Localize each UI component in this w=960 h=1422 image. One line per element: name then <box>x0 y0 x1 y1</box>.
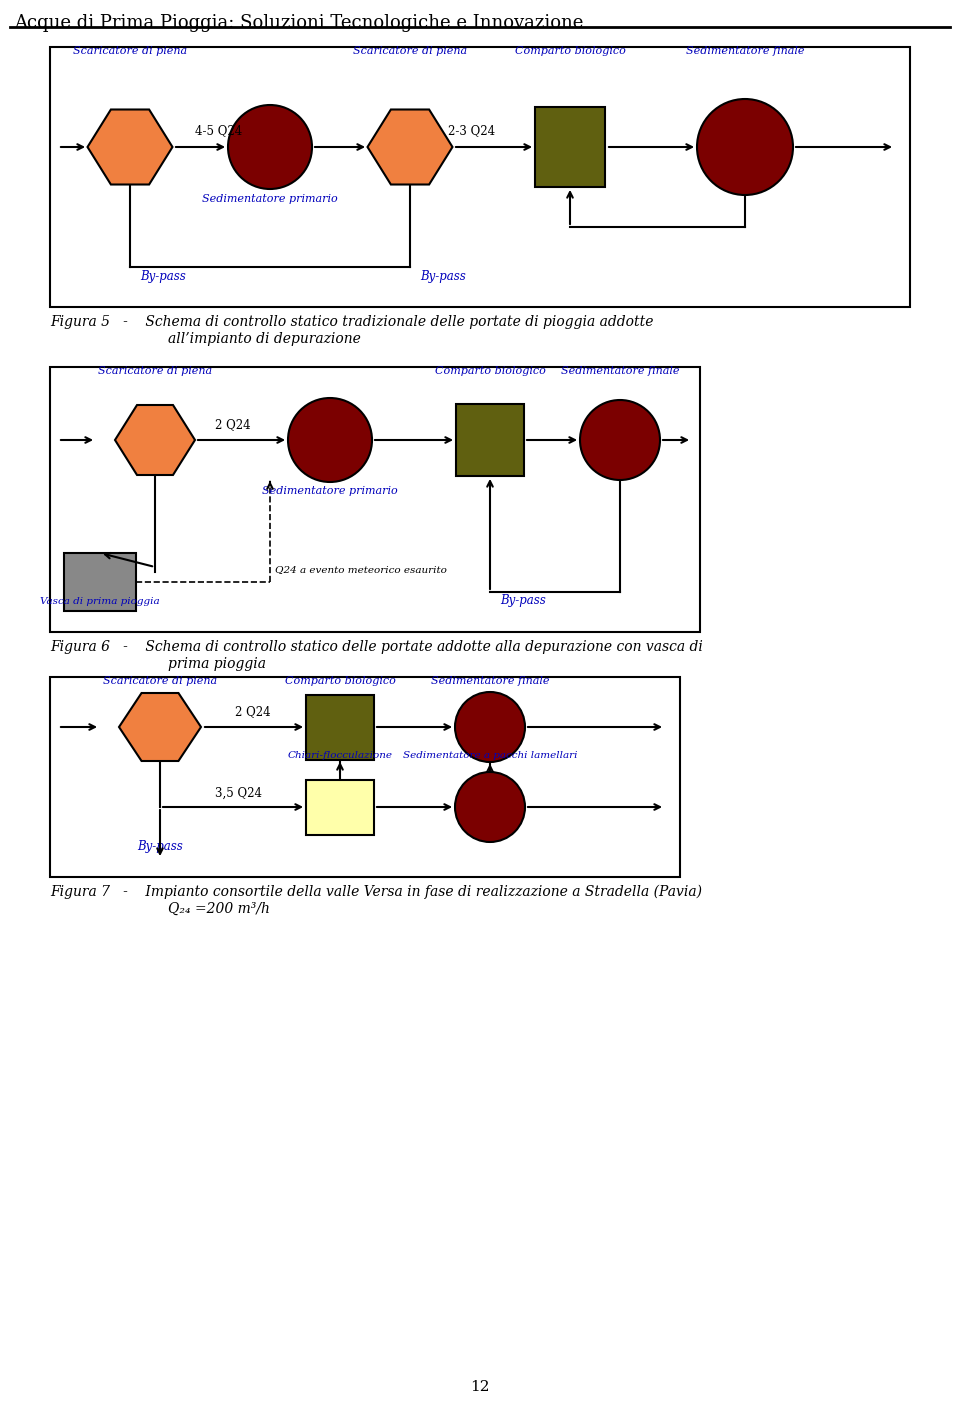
Bar <box>50 367 700 631</box>
Text: all’impianto di depurazione: all’impianto di depurazione <box>168 331 361 346</box>
Circle shape <box>697 100 793 195</box>
Text: Sedimentatore primario: Sedimentatore primario <box>262 486 397 496</box>
Circle shape <box>288 398 372 482</box>
Polygon shape <box>119 693 201 761</box>
Text: Sedimentatore a pacchi lamellari: Sedimentatore a pacchi lamellari <box>403 751 577 759</box>
Text: Scaricatore di piena: Scaricatore di piena <box>73 46 187 55</box>
Text: Q₂₄ =200 m³/h: Q₂₄ =200 m³/h <box>168 902 270 916</box>
Bar <box>535 107 605 188</box>
Bar <box>50 47 910 307</box>
Text: Scaricatore di piena: Scaricatore di piena <box>103 675 217 685</box>
Text: Figura 7   -    Impianto consortile della valle Versa in fase di realizzazione a: Figura 7 - Impianto consortile della val… <box>50 884 702 899</box>
Bar <box>50 677 680 877</box>
Text: Figura 5   -    Schema di controllo statico tradizionale delle portate di pioggi: Figura 5 - Schema di controllo statico t… <box>50 316 654 328</box>
Text: 2 Q24: 2 Q24 <box>215 418 251 431</box>
Text: 3,5 Q24: 3,5 Q24 <box>215 786 262 801</box>
Text: By-pass: By-pass <box>137 840 182 853</box>
Text: Q24 a evento meteorico esaurito: Q24 a evento meteorico esaurito <box>275 565 446 574</box>
Text: Scaricatore di piena: Scaricatore di piena <box>98 365 212 375</box>
Text: By-pass: By-pass <box>500 594 545 607</box>
Polygon shape <box>368 109 452 185</box>
Text: Comparto biologico: Comparto biologico <box>435 365 545 375</box>
Text: 4-5 Q24: 4-5 Q24 <box>195 124 242 137</box>
Bar <box>306 694 374 759</box>
Polygon shape <box>115 405 195 475</box>
Bar <box>456 404 524 476</box>
Text: Comparto biologico: Comparto biologico <box>284 675 396 685</box>
Circle shape <box>228 105 312 189</box>
Bar <box>306 779 374 835</box>
Circle shape <box>455 772 525 842</box>
Text: 2-3 Q24: 2-3 Q24 <box>448 124 495 137</box>
Text: Chiari-flocculazione: Chiari-flocculazione <box>287 751 393 759</box>
Circle shape <box>580 400 660 481</box>
Text: Scaricatore di piena: Scaricatore di piena <box>353 46 468 55</box>
Text: By-pass: By-pass <box>420 270 466 283</box>
Text: Vasca di prima pioggia: Vasca di prima pioggia <box>40 597 159 606</box>
Text: Comparto biologico: Comparto biologico <box>515 46 625 55</box>
Text: Sedimentatore finale: Sedimentatore finale <box>561 365 680 375</box>
Polygon shape <box>87 109 173 185</box>
Circle shape <box>455 693 525 762</box>
Text: Figura 6   -    Schema di controllo statico delle portate addotte alla depurazio: Figura 6 - Schema di controllo statico d… <box>50 640 703 654</box>
Text: 12: 12 <box>470 1379 490 1394</box>
Text: Sedimentatore finale: Sedimentatore finale <box>431 675 549 685</box>
Text: 2 Q24: 2 Q24 <box>235 705 271 718</box>
Text: Sedimentatore finale: Sedimentatore finale <box>685 46 804 55</box>
Text: prima pioggia: prima pioggia <box>168 657 266 671</box>
Bar <box>64 553 136 611</box>
Text: By-pass: By-pass <box>140 270 185 283</box>
Text: Acque di Prima Pioggia: Soluzioni Tecnologiche e Innovazione: Acque di Prima Pioggia: Soluzioni Tecnol… <box>14 14 584 33</box>
Text: Sedimentatore primario: Sedimentatore primario <box>203 193 338 203</box>
